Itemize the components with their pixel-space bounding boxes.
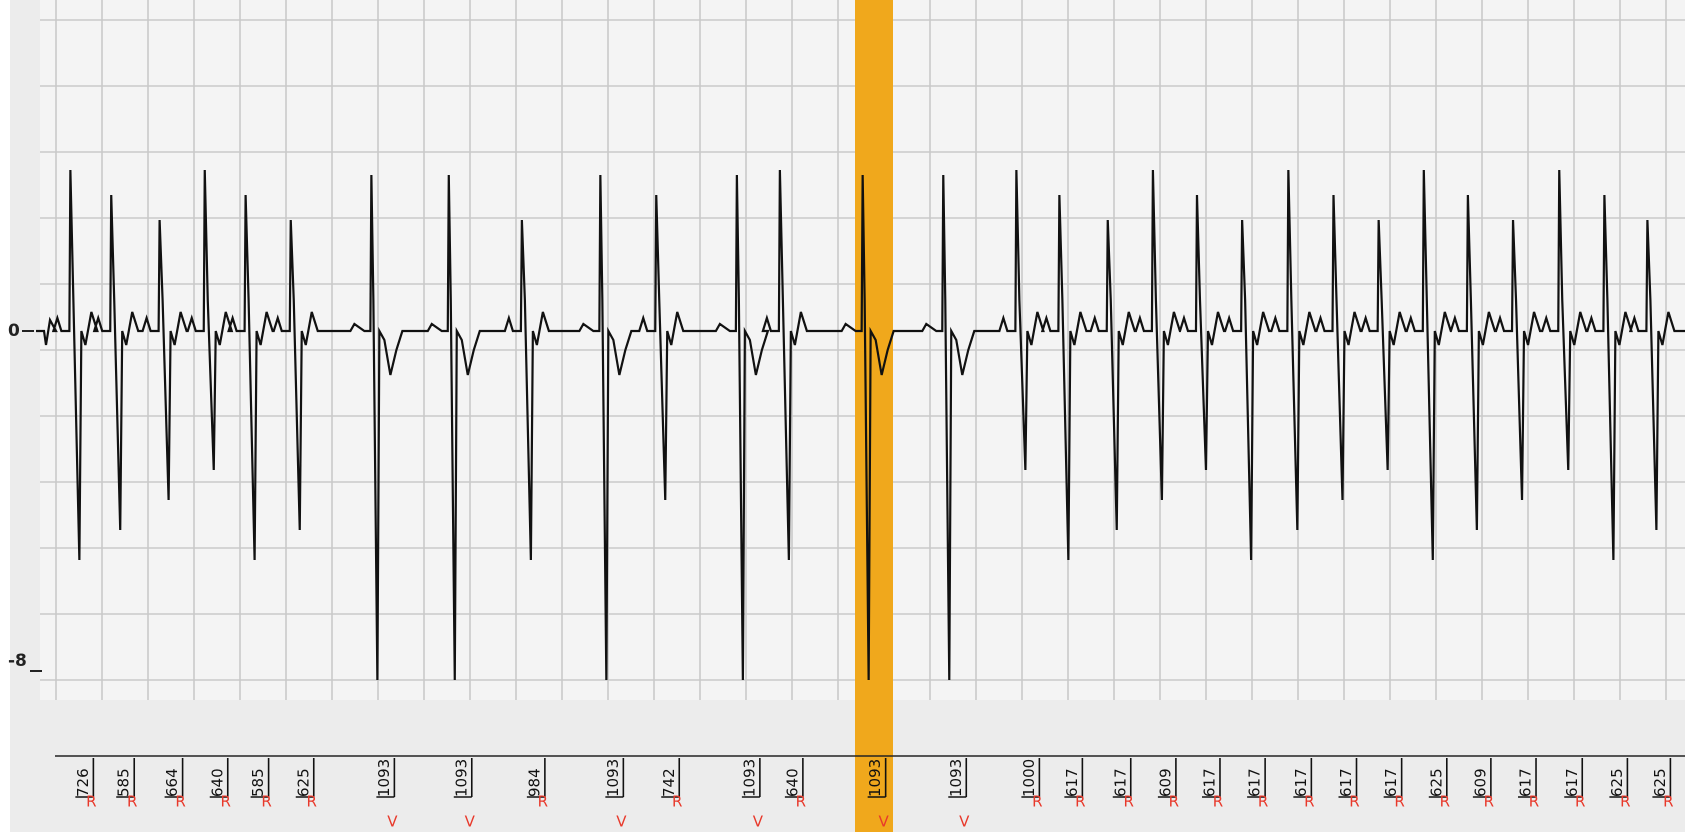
beat-interval: 1093 [375, 759, 393, 797]
beat-label: V [959, 813, 970, 831]
beat-label: R [1213, 793, 1223, 811]
beat-label: R [86, 793, 96, 811]
beat-label: R [1529, 793, 1539, 811]
beat-label: R [1258, 793, 1268, 811]
beat-label: V [879, 813, 890, 831]
beat-interval: 609 [1471, 768, 1489, 797]
beat-interval: 617 [1246, 768, 1264, 797]
beat-interval: 726 [74, 768, 92, 797]
beat-label: R [307, 793, 317, 811]
beat-label: R [1440, 793, 1450, 811]
y-label: -8 [8, 651, 27, 671]
beat-interval: 640 [783, 768, 801, 797]
beat-interval: 1093 [947, 759, 965, 797]
beat-annotations: 726R585R664R640R585R625R1093V1093V984R10… [74, 758, 1674, 831]
beat-interval: 585 [249, 768, 267, 797]
beat-interval: 742 [660, 768, 678, 797]
beat-label: R [261, 793, 271, 811]
beat-interval: 617 [1517, 768, 1535, 797]
beat-label: R [1304, 793, 1314, 811]
beat-label: R [1484, 793, 1494, 811]
beat-label: R [127, 793, 137, 811]
beat-label: R [1394, 793, 1404, 811]
beat-interval: 585 [115, 768, 133, 797]
beat-label: R [175, 793, 185, 811]
beat-interval: 617 [1063, 768, 1081, 797]
beat-label: R [1169, 793, 1179, 811]
beat-label: R [1575, 793, 1585, 811]
beat-interval: 625 [294, 768, 312, 797]
beat-label: R [796, 793, 806, 811]
beat-interval: 617 [1563, 768, 1581, 797]
beat-label: R [221, 793, 231, 811]
beat-label: R [1032, 793, 1042, 811]
beat-interval: 617 [1200, 768, 1218, 797]
beat-interval: 984 [525, 768, 543, 797]
beat-interval: 640 [208, 768, 226, 797]
beat-label: V [753, 813, 764, 831]
beat-label: V [465, 813, 476, 831]
beat-label: R [672, 793, 682, 811]
beat-interval: 617 [1337, 768, 1355, 797]
beat-interval: 1093 [740, 759, 758, 797]
beat-interval: 617 [1292, 768, 1310, 797]
beat-interval: 609 [1156, 768, 1174, 797]
beat-label: R [1075, 793, 1085, 811]
ecg-waveform [36, 169, 1685, 681]
beat-label: R [1124, 793, 1134, 811]
beat-label: V [616, 813, 627, 831]
beat-label: R [1620, 793, 1630, 811]
beat-label: R [1349, 793, 1359, 811]
beat-label: V [387, 813, 398, 831]
beat-interval: 1093 [866, 759, 884, 797]
beat-interval: 625 [1427, 768, 1445, 797]
beat-interval: 625 [1608, 768, 1626, 797]
beat-interval: 617 [1111, 768, 1129, 797]
beat-interval: 625 [1651, 768, 1669, 797]
beat-interval: 1000 [1020, 759, 1038, 797]
beat-interval: 617 [1382, 768, 1400, 797]
beat-label: R [1663, 793, 1673, 811]
y-label: 0 [8, 321, 20, 341]
beat-interval: 1093 [604, 759, 622, 797]
beat-interval: 1093 [452, 759, 470, 797]
beat-interval: 664 [163, 768, 181, 797]
selected-beat-highlight[interactable] [855, 0, 893, 832]
beat-label: R [538, 793, 548, 811]
